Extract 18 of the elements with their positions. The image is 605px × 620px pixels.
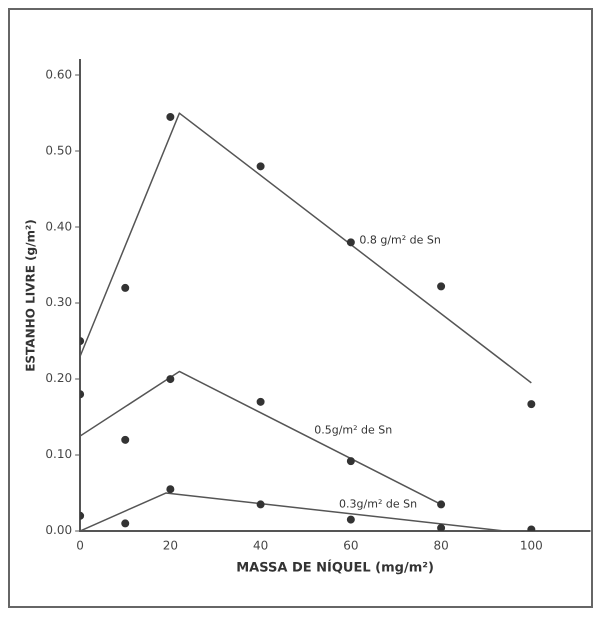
y-tick-label: 0.60 <box>45 67 72 82</box>
x-tick-label: 20 <box>162 538 178 552</box>
y-tick-label: 0.10 <box>45 447 72 462</box>
y-tick-label: 0.40 <box>45 219 72 234</box>
y-tick-label: 0.20 <box>45 371 72 386</box>
x-tick-label: 80 <box>433 538 449 552</box>
x-axis-title: MASSA DE NÍQUEL (mg/m²) <box>236 558 434 576</box>
x-tick-label: 100 <box>520 538 543 552</box>
x-tick-label: 40 <box>252 538 268 552</box>
x-tick-label: 0 <box>76 538 84 552</box>
x-tick-label: 60 <box>343 538 358 552</box>
y-tick-label: 0.30 <box>45 295 72 310</box>
series-label: 0.8 g/m² de Sn <box>359 233 441 246</box>
series-label: 0.3g/m² de Sn <box>339 497 418 510</box>
y-tick-label: 0.00 <box>45 523 72 538</box>
y-tick-label: 0.50 <box>45 143 72 158</box>
y-axis-title: ESTANHO LIVRE (g/m²) <box>23 219 38 372</box>
series-label: 0.5g/m² de Sn <box>314 423 392 436</box>
